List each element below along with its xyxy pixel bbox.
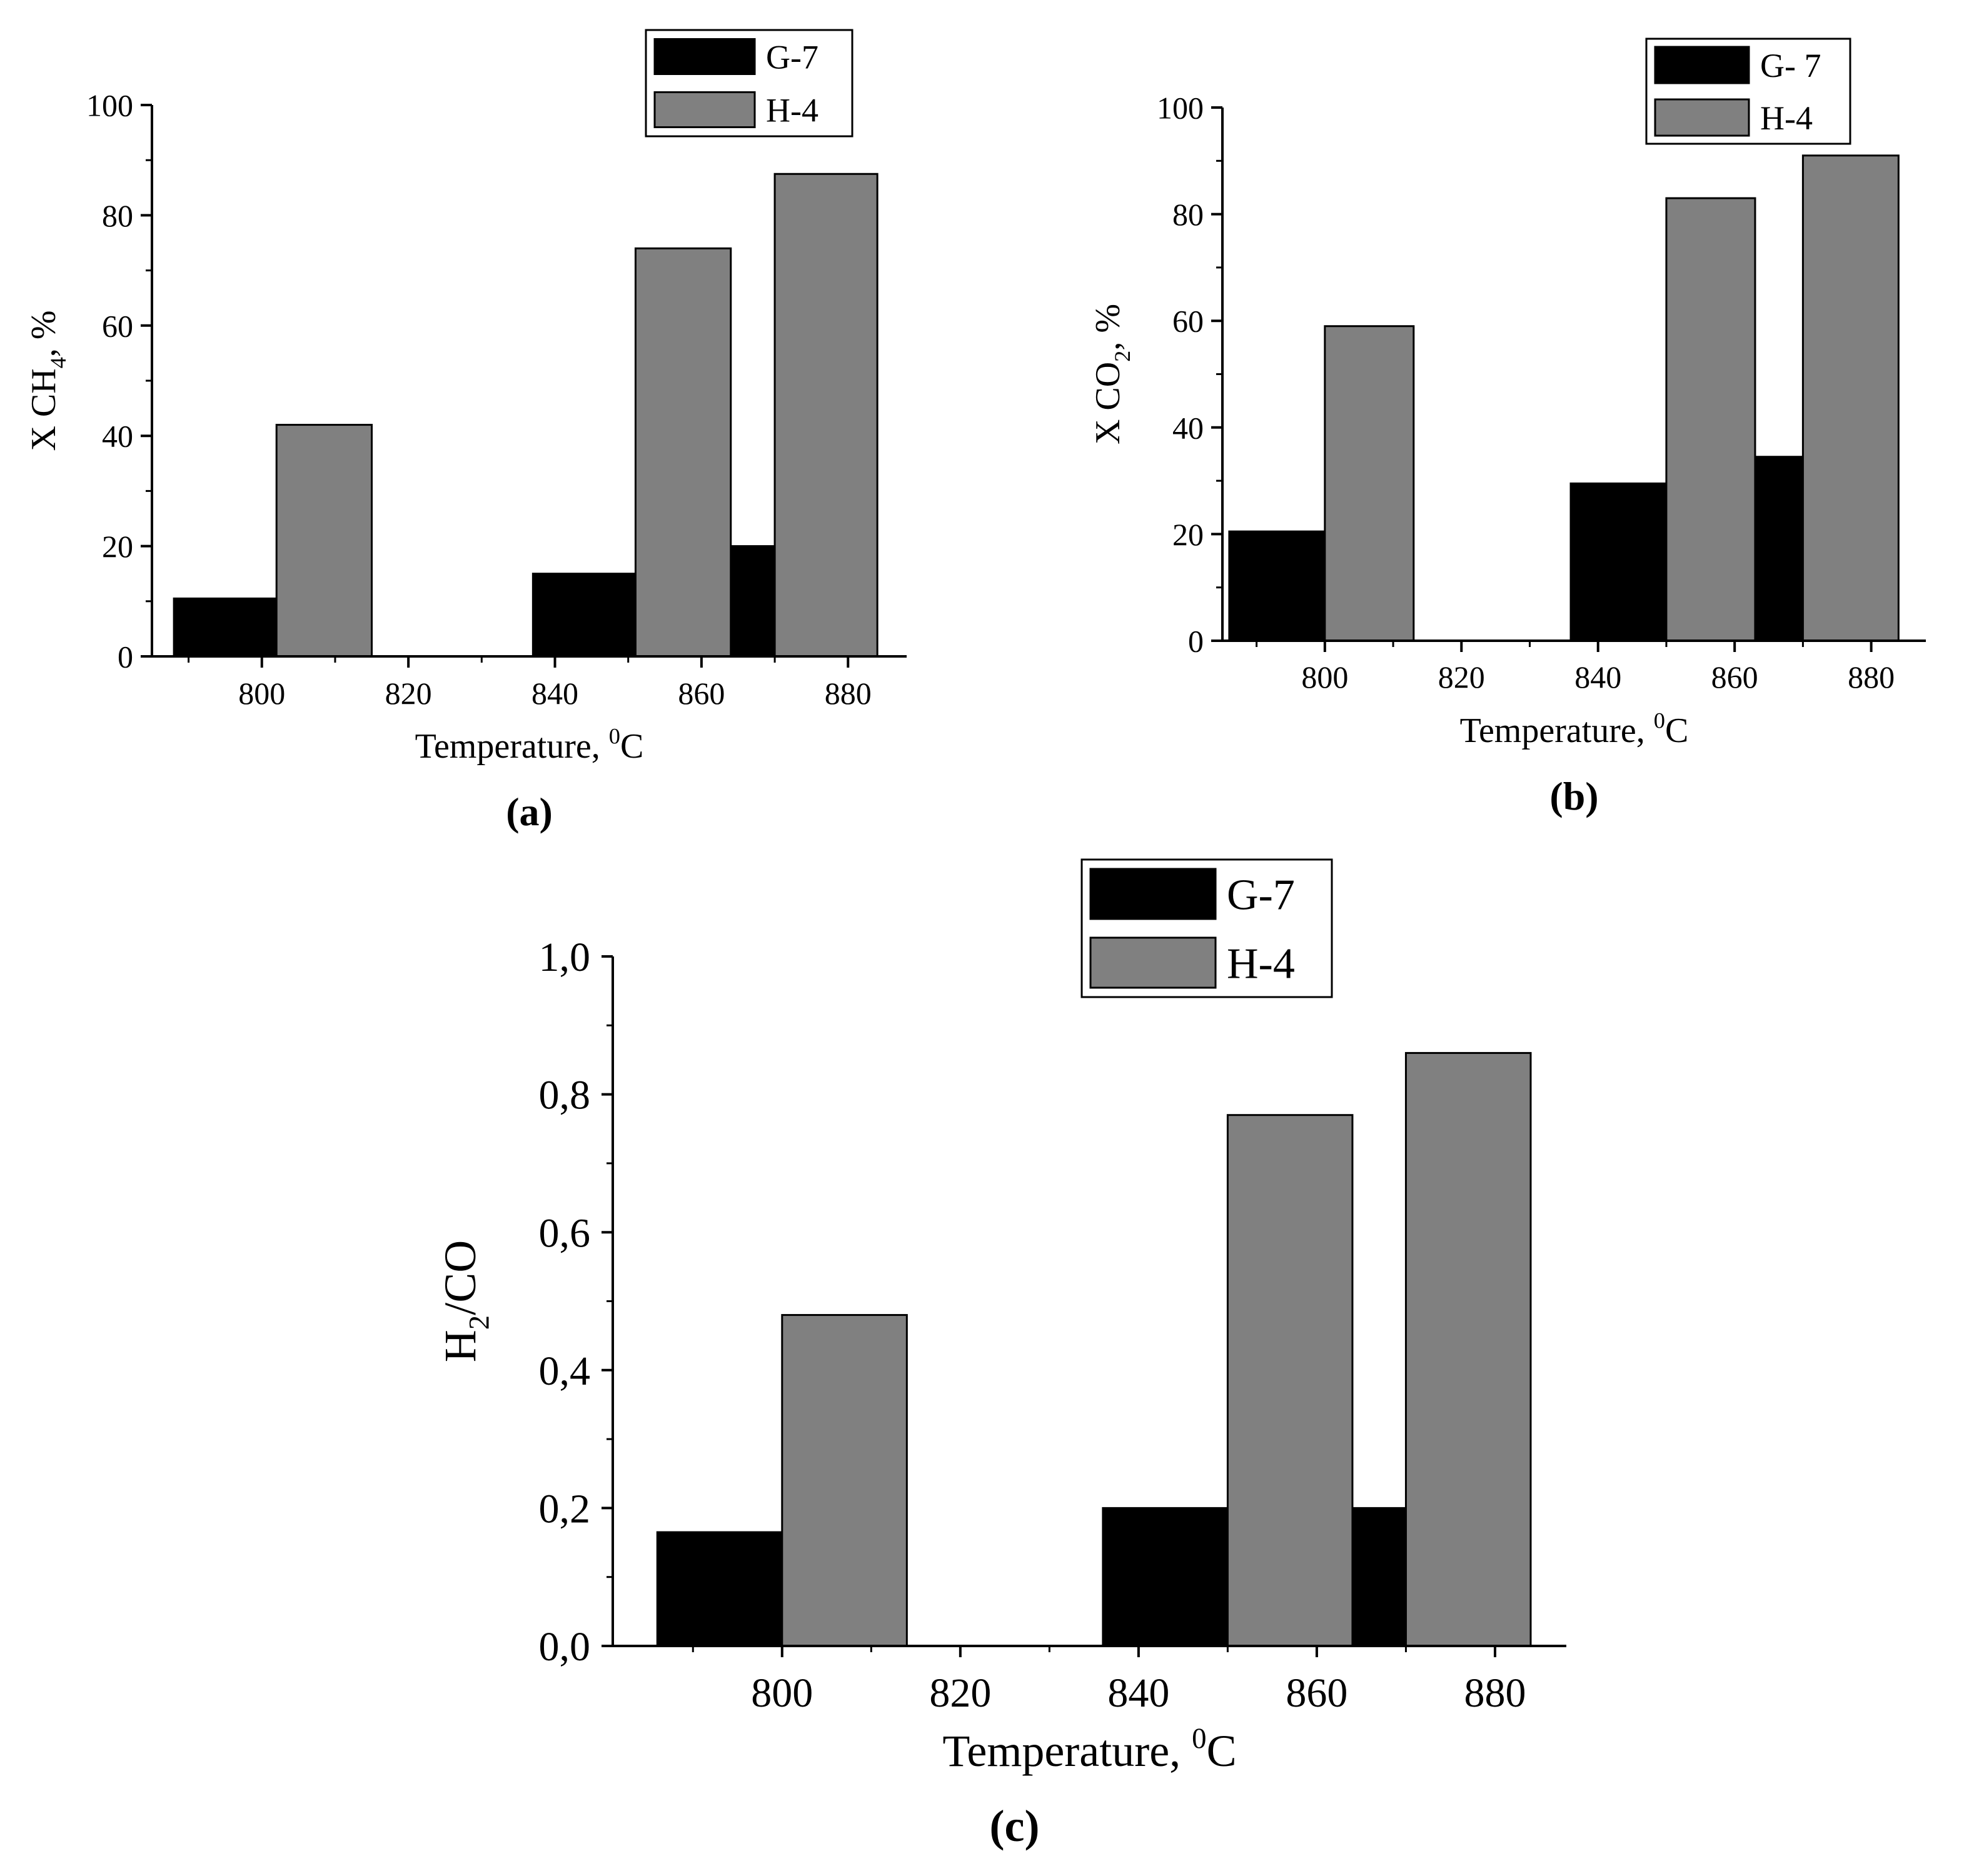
y-tick-label: 0,6 [539,1210,591,1256]
bar-h-4-1 [634,247,732,658]
caption-a: (a) [506,790,553,834]
x-tick-label: 820 [1438,660,1485,695]
y-tick-label: 0 [1188,624,1204,659]
legend-label: H-4 [1227,940,1295,988]
bar-h-4-0 [1324,325,1415,642]
x-tick-label: 880 [1848,660,1895,695]
bar-h-4-2 [773,173,879,658]
x-axis-label: Temperature, 0C [1460,708,1689,750]
bar-h-4-2 [1801,154,1900,642]
legend-swatch [653,38,756,75]
y-tick-label: 80 [1172,197,1204,232]
bar-g-7-0 [656,1531,783,1647]
bar-g-7-0 [173,597,278,658]
bar-h-4-1 [1226,1114,1354,1647]
y-tick-label: 60 [1172,304,1204,339]
y-axis-label: H2/CO [435,1240,496,1362]
chart-c: 0,0 0,2 0,4 0,6 0,8 1,0 800 820 840 860 880 Tempera… [435,858,1566,1851]
legend: G-7H-4 [645,29,854,138]
x-tick-label: 840 [1574,660,1621,695]
caption-c: (c) [990,1801,1040,1851]
x-tick-label: 820 [385,676,432,711]
x-tick-label: 800 [751,1670,813,1716]
legend-label: H-4 [766,91,818,129]
legend-swatch [1654,98,1750,137]
legend-label: H-4 [1760,99,1813,137]
bar-g-7-1 [1102,1507,1229,1647]
y-tick-label: 0,8 [539,1073,591,1118]
caption-b: (b) [1549,774,1598,818]
y-axis-label: X CH4, % [24,310,71,451]
x-axis-label: Temperature, 0C [942,1722,1236,1776]
y-tick-label: 40 [102,419,133,454]
legend-swatch [1089,936,1217,989]
bar-g-7-2 [1351,1507,1407,1647]
x-tick-label: 840 [531,676,578,711]
y-tick-label: 100 [1157,91,1204,126]
y-tick-label: 0,4 [539,1348,591,1394]
y-tick-label: 40 [1172,410,1204,445]
x-tick-label: 800 [238,676,285,711]
x-tick-label: 860 [1286,1670,1347,1716]
bar-g-7-2 [1754,456,1804,642]
y-tick-label: 80 [102,198,133,233]
x-tick-label: 860 [678,676,725,711]
legend-label: G- 7 [1760,47,1821,84]
x-tick-label: 820 [929,1670,991,1716]
y-tick-label: 100 [86,88,133,123]
y-tick-label: 1,0 [539,935,591,980]
y-tick-label: 0 [118,640,133,675]
bar-h-4-0 [781,1314,908,1647]
y-tick-label: 20 [102,529,133,564]
legend-swatch [1089,868,1217,920]
bar-g-7-2 [730,545,776,658]
bar-h-4-0 [275,424,373,658]
y-axis-label: X CO2, % [1089,304,1135,444]
chart-a: 0 20 40 60 80 100 800 820 840 860 880 Temperature, … [24,29,907,834]
legend: G-7H-4 [1080,858,1333,998]
y-tick-label: 0,0 [539,1624,591,1670]
x-tick-label: 860 [1711,660,1758,695]
chart-b: 0 20 40 60 80 100 800 820 840 860 880 Temperature, … [1089,38,1926,818]
legend-label: G-7 [1227,871,1295,920]
legend-swatch [653,91,756,128]
y-tick-label: 60 [102,308,133,343]
bar-g-7-0 [1228,530,1326,642]
y-tick-label: 20 [1172,517,1204,552]
bar-h-4-1 [1665,197,1756,642]
legend-swatch [1654,46,1750,84]
x-tick-label: 880 [825,676,872,711]
legend-label: G-7 [766,38,818,76]
y-tick-label: 0,2 [539,1487,591,1532]
bar-h-4-2 [1404,1051,1532,1647]
x-tick-label: 880 [1464,1670,1526,1716]
legend: G- 7 H-4 [1645,38,1851,145]
bar-g-7-1 [531,573,637,658]
x-tick-label: 840 [1107,1670,1169,1716]
bar-g-7-1 [1569,482,1668,642]
x-axis-label: Temperature, 0C [415,724,644,766]
x-tick-label: 800 [1301,660,1348,695]
